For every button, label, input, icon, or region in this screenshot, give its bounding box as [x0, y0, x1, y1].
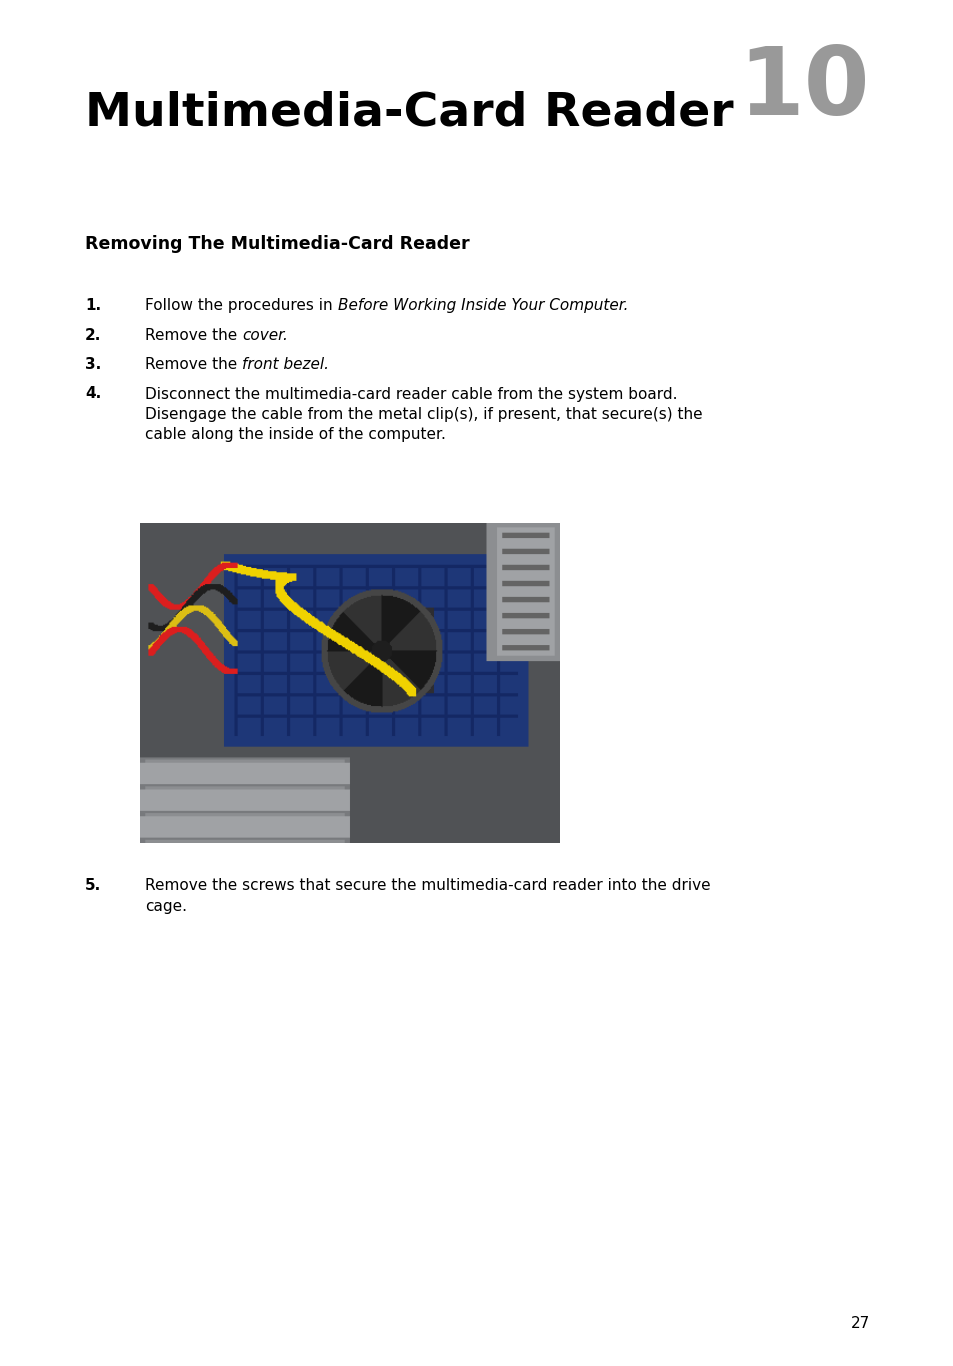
Text: Remove the: Remove the — [145, 328, 242, 343]
Text: 3.: 3. — [85, 357, 101, 372]
Text: Disconnect the multimedia-card reader cable from the system board.
Disengage the: Disconnect the multimedia-card reader ca… — [145, 387, 702, 443]
Text: cover.: cover. — [242, 328, 288, 343]
Text: 5.: 5. — [85, 878, 101, 893]
Text: Remove the: Remove the — [145, 357, 242, 372]
Text: 1.: 1. — [85, 298, 101, 313]
Text: front bezel.: front bezel. — [242, 357, 329, 372]
Text: 10: 10 — [738, 42, 869, 135]
Text: 27: 27 — [850, 1315, 869, 1330]
Text: 2.: 2. — [85, 328, 101, 343]
Text: Before Working Inside Your Computer.: Before Working Inside Your Computer. — [337, 298, 627, 313]
Text: Remove the screws that secure the multimedia-card reader into the drive
cage.: Remove the screws that secure the multim… — [145, 878, 710, 914]
Text: 4.: 4. — [85, 387, 101, 402]
Text: Multimedia-Card Reader: Multimedia-Card Reader — [85, 90, 733, 135]
Text: Follow the procedures in: Follow the procedures in — [145, 298, 337, 313]
Text: Removing The Multimedia-Card Reader: Removing The Multimedia-Card Reader — [85, 235, 469, 253]
